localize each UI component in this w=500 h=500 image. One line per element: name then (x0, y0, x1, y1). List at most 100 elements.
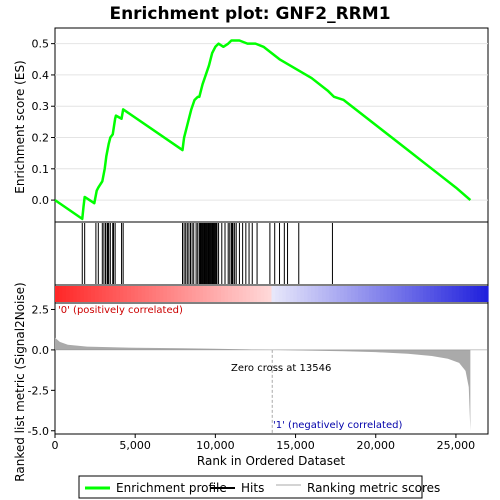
metric-axis-ticks: 2.5 0.0 -2.5 -5.0 (28, 303, 55, 438)
metric-panel (54, 302, 489, 435)
strip-segment (91, 286, 96, 302)
strip-segment (65, 286, 71, 302)
strip-segment (246, 286, 251, 302)
strip-segment (455, 286, 460, 302)
strip-segment (177, 286, 182, 302)
strip-segment (466, 286, 471, 302)
strip-segment (242, 286, 247, 302)
hits-panel (54, 221, 489, 286)
strip-segment (354, 286, 359, 302)
strip-segment (166, 286, 172, 302)
strip-segment (109, 286, 114, 302)
legend-metric-label: Ranking metric scores (307, 481, 440, 495)
strip-segment (278, 286, 283, 302)
strip-segment (358, 286, 363, 302)
strip-segment (137, 286, 143, 302)
strip-segment (195, 286, 200, 302)
strip-segment (127, 286, 132, 302)
strip-segment (397, 286, 402, 302)
strip-segment (156, 286, 161, 302)
strip-segment (228, 286, 233, 302)
strip-segment (76, 286, 81, 302)
strip-segment (152, 286, 157, 302)
strip-segment (253, 286, 258, 302)
strip-segment (188, 286, 193, 302)
strip-segment (62, 286, 67, 302)
metric-tick-label: -5.0 (28, 425, 49, 438)
strip-segment (336, 286, 341, 302)
strip-segment (441, 286, 446, 302)
strip-segment (260, 286, 265, 302)
strip-segment (174, 286, 179, 302)
strip-segment (477, 286, 482, 302)
strip-segment (235, 286, 240, 302)
strip-segment (184, 286, 190, 302)
strip-segment (419, 286, 424, 302)
strip-segment (340, 286, 345, 302)
strip-segment (87, 286, 92, 302)
strip-segment (163, 286, 168, 302)
strip-segment (282, 286, 287, 302)
strip-segment (451, 286, 457, 302)
strip-segment (361, 286, 366, 302)
strip-segment (307, 286, 312, 302)
strip-segment (408, 286, 413, 302)
x-tick-label: 25,000 (437, 439, 476, 452)
metric-tick-label: 2.5 (32, 303, 50, 316)
strip-segment (101, 286, 107, 302)
strip-segment (159, 286, 164, 302)
x-tick-label: 10,000 (196, 439, 235, 452)
strip-segment (343, 286, 348, 302)
strip-segment (69, 286, 74, 302)
strip-segment (170, 286, 175, 302)
strip-segment (293, 286, 298, 302)
es-tick-label: 0.5 (32, 38, 50, 51)
strip-segment (123, 286, 128, 302)
strip-segment (462, 286, 467, 302)
x-axis-label: Rank in Ordered Dataset (197, 454, 345, 468)
strip-segment (141, 286, 146, 302)
es-tick-label: 0.2 (32, 132, 50, 145)
metric-tick-label: -2.5 (28, 384, 49, 397)
strip-segment (249, 286, 255, 302)
strip-segment (314, 286, 320, 302)
positive-correlation-label: '0' (positively correlated) (58, 305, 183, 316)
strip-segment (105, 286, 110, 302)
strip-segment (58, 286, 63, 302)
strip-segment (383, 286, 388, 302)
x-tick-label: 0 (52, 439, 59, 452)
legend: Enrichment profile Hits Ranking metric s… (78, 475, 440, 499)
strip-segment (390, 286, 395, 302)
strip-segment (473, 286, 478, 302)
es-tick-label: 0.1 (32, 163, 50, 176)
strip-segment (372, 286, 377, 302)
enrichment-profile-path (54, 39, 472, 221)
strip-segment (448, 286, 453, 302)
strip-segment (210, 286, 215, 302)
y-axis-label-metric: Ranked list metric (Signal2Noise) (13, 282, 27, 481)
strip-segment (217, 286, 222, 302)
strip-segment (199, 286, 204, 302)
ranking-metric-fill (55, 337, 471, 431)
x-tick-label: 15,000 (276, 439, 315, 452)
strip-segment (206, 286, 211, 302)
strip-segment (257, 286, 262, 302)
strip-segment (376, 286, 381, 302)
strip-segment (289, 286, 294, 302)
strip-segment (329, 286, 334, 302)
strip-segment (325, 286, 330, 302)
strip-segment (220, 286, 226, 302)
strip-segment (469, 286, 475, 302)
strip-segment (296, 286, 301, 302)
es-tick-label: 0.0 (32, 194, 50, 207)
es-tick-label: 0.3 (32, 100, 50, 113)
strip-segment (94, 286, 99, 302)
strip-segment (116, 286, 121, 302)
es-axis-ticks: 0.0 0.1 0.2 0.3 0.4 0.5 (32, 38, 55, 207)
strip-segment (224, 286, 229, 302)
legend-es-label: Enrichment profile (116, 481, 227, 495)
strip-segment (459, 286, 464, 302)
legend-box (78, 475, 423, 499)
strip-segment (426, 286, 431, 302)
